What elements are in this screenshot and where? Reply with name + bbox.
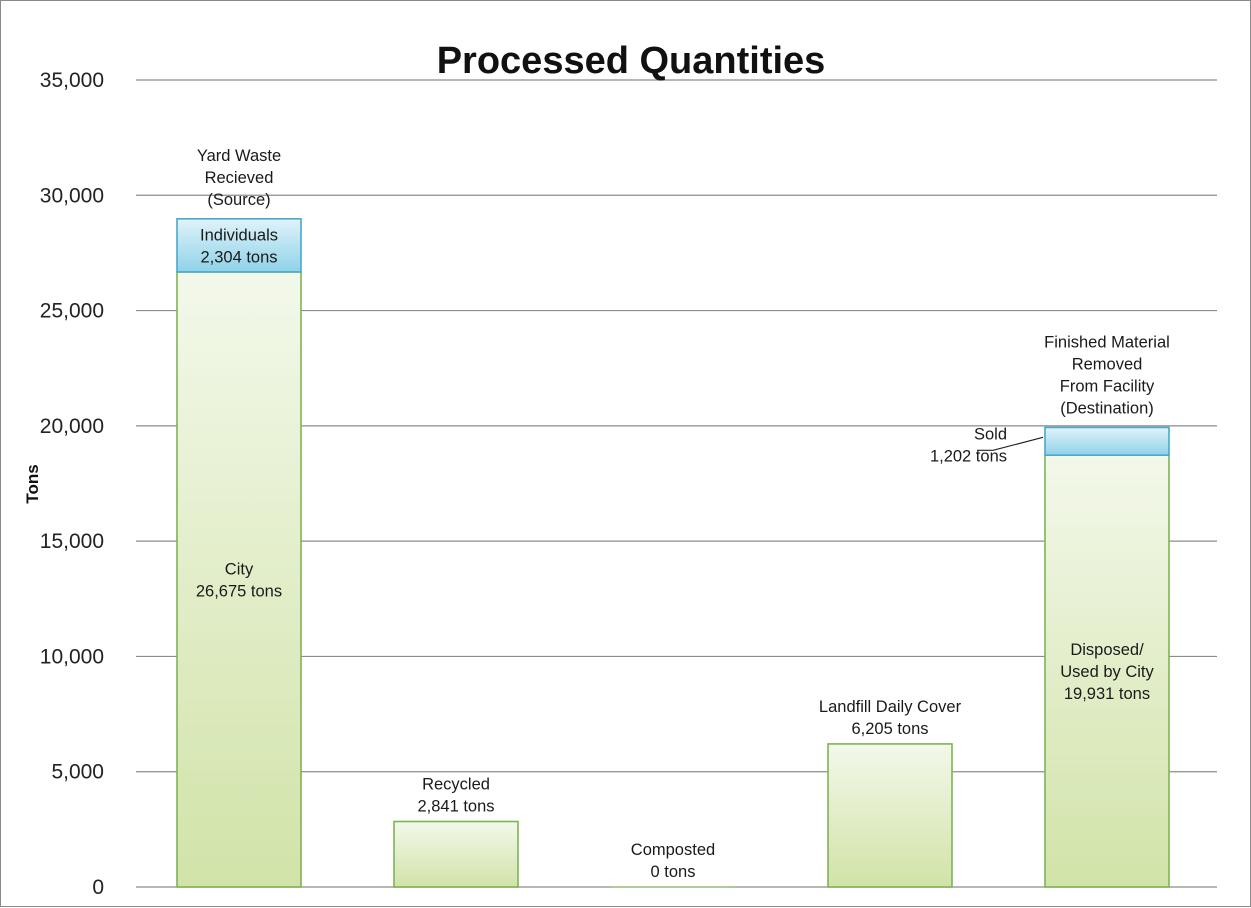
- bar-segment: [1044, 454, 1170, 888]
- data-labels: City 26,675 tons Individuals 2,304 tons Yard…: [196, 147, 1170, 881]
- y-tick-label: 35,000: [40, 69, 104, 92]
- data-label: City 26,675 tons: [196, 560, 282, 600]
- data-label: Recycled 2,841 tons: [417, 775, 494, 815]
- data-label: Landfill Daily Cover 6,205 tons: [819, 698, 962, 738]
- y-tick-label: 30,000: [40, 184, 104, 207]
- gridlines: [136, 79, 1217, 888]
- bar-annotation: Finished Material Removed From Facility (De…: [1044, 333, 1170, 417]
- bar-segment: [393, 820, 519, 888]
- bar-annotation: Yard Waste Recieved (Source): [197, 147, 281, 209]
- bar-segment-top: [176, 218, 302, 273]
- bar-segment-top: [1044, 426, 1170, 456]
- y-tick-label: 5,000: [51, 761, 104, 784]
- y-tick-label: 0: [92, 876, 104, 899]
- y-tick-label: 10,000: [40, 645, 104, 668]
- callout-leader-line: [977, 436, 1044, 451]
- data-label: Individuals 2,304 tons: [200, 226, 278, 266]
- bar-segment: [827, 743, 953, 888]
- y-tick-label: 20,000: [40, 415, 104, 438]
- data-label: Composted 0 tons: [631, 841, 715, 881]
- bar-segment: [176, 271, 302, 888]
- y-axis-label: Tons: [23, 464, 42, 503]
- chart-title: Processed Quantities: [437, 40, 826, 82]
- y-tick-label: 25,000: [40, 300, 104, 323]
- data-label: Disposed/Used by City 19,931 tons: [1060, 641, 1154, 703]
- data-label-callout: Sold 1,202 tons: [930, 425, 1007, 465]
- y-axis-ticks: 0 5,000 10,000 15,000 20,000 25,000 30,000 35,0…: [40, 69, 104, 899]
- y-tick-label: 15,000: [40, 530, 104, 553]
- bars: [176, 218, 1170, 888]
